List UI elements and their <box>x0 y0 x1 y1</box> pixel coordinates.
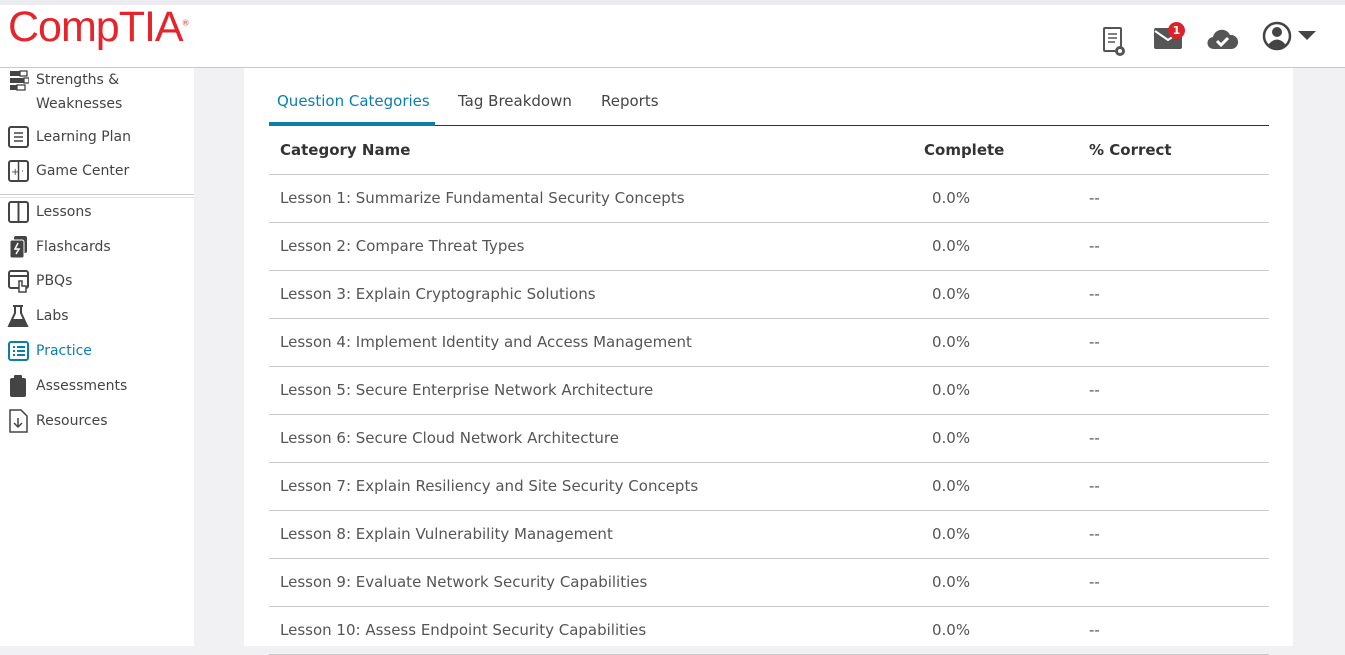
table-row[interactable]: Lesson 9: Evaluate Network Security Capa… <box>269 558 1269 607</box>
sidebar-item-label: PBQs <box>36 273 73 289</box>
cell-complete: 0.0% <box>924 414 1089 463</box>
table-row[interactable]: Lesson 1: Summarize Fundamental Security… <box>269 174 1269 223</box>
table-row[interactable]: Lesson 7: Explain Resiliency and Site Se… <box>269 462 1269 511</box>
tab-tag-breakdown[interactable]: Tag Breakdown <box>458 92 572 110</box>
sidebar-item-strengths-weaknesses[interactable]: Strengths & Weaknesses <box>0 68 194 116</box>
cell-complete: 0.0% <box>924 606 1089 655</box>
cell-complete: 0.0% <box>924 558 1089 607</box>
sidebar-item-label: Flashcards <box>36 239 111 255</box>
cell-category-name: Lesson 6: Secure Cloud Network Architect… <box>269 414 924 463</box>
cell-percent-correct: -- <box>1089 558 1269 607</box>
tab-question-categories[interactable]: Question Categories <box>277 92 430 110</box>
sidebar-item-label: Practice <box>36 343 92 359</box>
cell-percent-correct: -- <box>1089 414 1269 463</box>
table-row[interactable]: Lesson 5: Secure Enterprise Network Arch… <box>269 366 1269 415</box>
sidebar-item-learning-plan[interactable]: Learning Plan <box>0 125 194 149</box>
cell-percent-correct: -- <box>1089 174 1269 223</box>
header-percent-correct[interactable]: % Correct <box>1089 126 1269 175</box>
header-category-name[interactable]: Category Name <box>269 126 924 175</box>
top-strip <box>0 0 1345 5</box>
table-header-row: Category Name Complete % Correct <box>269 126 1269 175</box>
tab-reports[interactable]: Reports <box>601 92 659 110</box>
table-row[interactable]: Lesson 10: Assess Endpoint Security Capa… <box>269 606 1269 655</box>
table-row[interactable]: Lesson 3: Explain Cryptographic Solution… <box>269 270 1269 319</box>
content-panel: Question Categories Tag Breakdown Report… <box>244 68 1293 655</box>
sidebar-item-label: Game Center <box>36 163 130 179</box>
cell-category-name: Lesson 5: Secure Enterprise Network Arch… <box>269 366 924 415</box>
sidebar-item-resources[interactable]: Resources <box>0 409 194 433</box>
download-file-icon <box>0 409 36 433</box>
pbq-icon <box>0 269 36 293</box>
comptia-logo[interactable]: CompTIA® <box>8 3 188 51</box>
flashcards-icon <box>0 235 36 259</box>
sidebar-item-assessments[interactable]: Assessments <box>0 374 194 398</box>
caret-down-icon[interactable] <box>1298 31 1316 41</box>
table-row[interactable]: Lesson 4: Implement Identity and Access … <box>269 318 1269 367</box>
clipboard-icon <box>0 374 36 398</box>
sidebar-item-label: Strengths & Weaknesses <box>36 72 123 112</box>
book-icon <box>0 200 36 224</box>
cell-category-name: Lesson 3: Explain Cryptographic Solution… <box>269 270 924 319</box>
header-complete[interactable]: Complete <box>924 126 1089 175</box>
header: CompTIA® 1 <box>0 3 1345 68</box>
table-row[interactable]: Lesson 8: Explain Vulnerability Manageme… <box>269 510 1269 559</box>
cell-percent-correct: -- <box>1089 510 1269 559</box>
list-icon <box>0 339 36 363</box>
sidebar-item-label: Assessments <box>36 378 128 394</box>
categories-table: Category Name Complete % Correct Lesson … <box>269 126 1269 655</box>
logo-text: CompTIA <box>8 3 184 51</box>
cell-category-name: Lesson 8: Explain Vulnerability Manageme… <box>269 510 924 559</box>
table-row[interactable]: Lesson 2: Compare Threat Types 0.0% -- <box>269 222 1269 271</box>
sidebar: Strengths & Weaknesses Learning Plan + · … <box>0 68 194 646</box>
cell-complete: 0.0% <box>924 270 1089 319</box>
sidebar-item-label: Learning Plan <box>36 129 132 145</box>
cell-percent-correct: -- <box>1089 270 1269 319</box>
active-tab-indicator <box>269 122 435 126</box>
cell-category-name: Lesson 7: Explain Resiliency and Site Se… <box>269 462 924 511</box>
game-icon: + · <box>0 159 36 183</box>
sidebar-item-label: Labs <box>36 308 69 324</box>
bars-icon <box>0 68 36 92</box>
cell-percent-correct: -- <box>1089 606 1269 655</box>
cell-category-name: Lesson 10: Assess Endpoint Security Capa… <box>269 606 924 655</box>
cell-complete: 0.0% <box>924 174 1089 223</box>
sidebar-divider <box>0 194 194 198</box>
cell-complete: 0.0% <box>924 222 1089 271</box>
svg-text:·: · <box>21 167 24 177</box>
cell-complete: 0.0% <box>924 366 1089 415</box>
cloud-check-icon[interactable] <box>1207 27 1239 51</box>
cell-complete: 0.0% <box>924 510 1089 559</box>
sidebar-item-labs[interactable]: Labs <box>0 304 194 328</box>
sidebar-item-game-center[interactable]: + · Game Center <box>0 159 194 183</box>
cell-percent-correct: -- <box>1089 366 1269 415</box>
table-row[interactable]: Lesson 6: Secure Cloud Network Architect… <box>269 414 1269 463</box>
sidebar-item-lessons[interactable]: Lessons <box>0 200 194 224</box>
sidebar-item-pbqs[interactable]: PBQs <box>0 269 194 293</box>
cell-percent-correct: -- <box>1089 462 1269 511</box>
cell-complete: 0.0% <box>924 318 1089 367</box>
user-avatar-icon[interactable] <box>1262 21 1292 51</box>
sidebar-item-flashcards[interactable]: Flashcards <box>0 235 194 259</box>
mail-badge: 1 <box>1168 22 1185 39</box>
cell-percent-correct: -- <box>1089 318 1269 367</box>
tab-bar: Question Categories Tag Breakdown Report… <box>269 68 1269 126</box>
sidebar-item-practice[interactable]: Practice <box>0 339 194 363</box>
cell-category-name: Lesson 1: Summarize Fundamental Security… <box>269 174 924 223</box>
cell-percent-correct: -- <box>1089 222 1269 271</box>
svg-text:+: + <box>11 167 19 178</box>
cell-category-name: Lesson 9: Evaluate Network Security Capa… <box>269 558 924 607</box>
plan-icon <box>0 125 36 149</box>
cell-category-name: Lesson 2: Compare Threat Types <box>269 222 924 271</box>
cell-complete: 0.0% <box>924 462 1089 511</box>
sidebar-item-label: Lessons <box>36 204 92 220</box>
certificate-icon[interactable] <box>1102 27 1128 57</box>
sidebar-item-label: Resources <box>36 413 108 429</box>
flask-icon <box>0 304 36 328</box>
cell-category-name: Lesson 4: Implement Identity and Access … <box>269 318 924 367</box>
